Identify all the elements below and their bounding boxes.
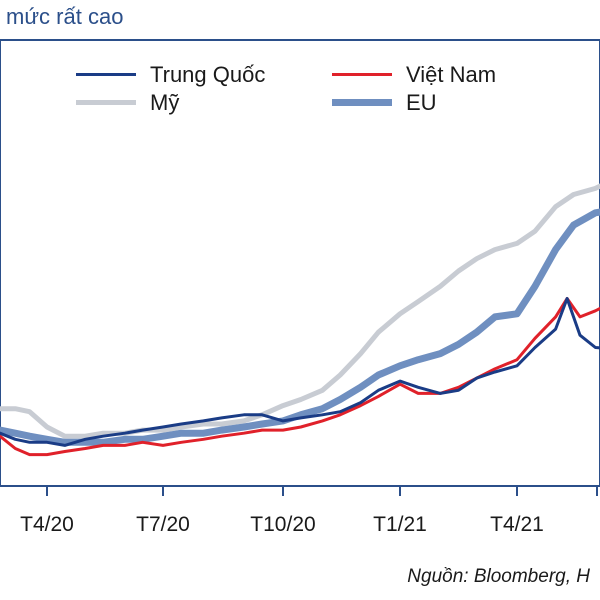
x-tick-label: T7/20 [136,513,190,536]
legend-swatch-viet-nam [332,73,392,76]
x-axis: T4/20 T7/20 T10/20 T1/21 T4/21 [0,485,600,536]
x-tick-label: T4/20 [20,513,74,536]
legend-label-eu: EU [406,90,437,115]
series-line-trung-quoc [0,297,600,447]
legend-swatch-eu [332,99,392,106]
x-tick-label: T1/21 [373,513,427,536]
x-tick-label: T4/21 [490,513,544,536]
source-note: Nguồn: Bloomberg, H [407,566,590,587]
x-tick-label: T10/20 [250,513,315,536]
legend-swatch-trung-quoc [76,73,136,76]
series-layer [0,183,600,457]
chart-title: mức rất cao [6,4,124,29]
legend-label-my: Mỹ [150,90,180,115]
series-line-eu [0,208,600,446]
legend-label-viet-nam: Việt Nam [406,62,497,87]
legend-label-trung-quoc: Trung Quốc [150,62,266,87]
legend-swatch-my [76,100,136,105]
series-line-my [0,183,600,439]
series-line-viet-nam [0,297,600,457]
